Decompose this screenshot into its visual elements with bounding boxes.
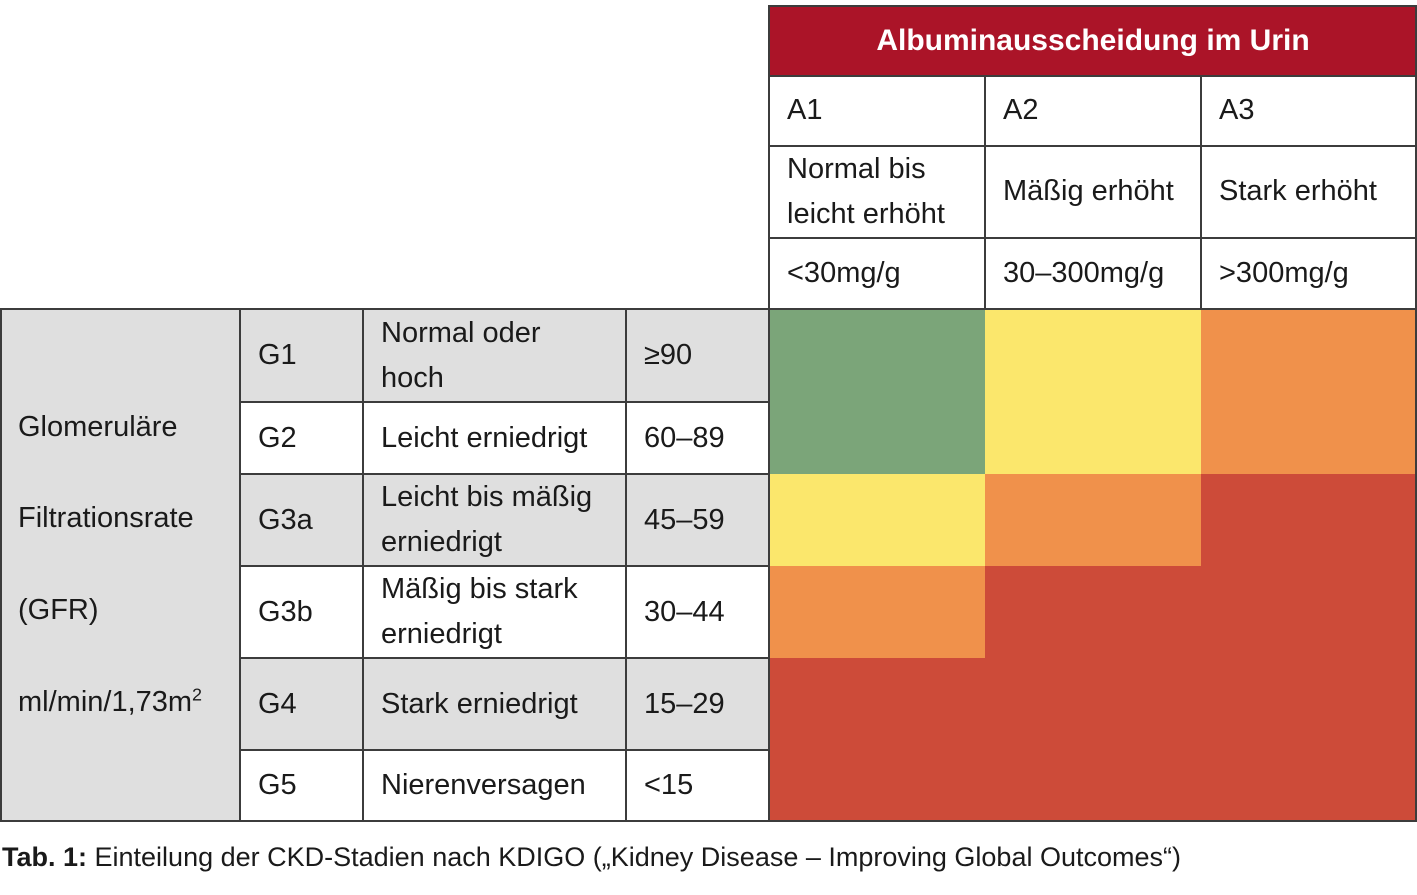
caption-text: Einteilung der CKD-Stadien nach KDIGO („… [87,842,1181,872]
gfr-description-g4: Stark erniedrigt [363,658,626,750]
albumin-description-a3: Stark erhöht [1201,146,1417,238]
risk-cell-g5-a2 [985,750,1201,821]
risk-cell-g2-a2 [985,402,1201,474]
risk-cell-g1-a2 [985,309,1201,402]
gfr-range-g1: ≥90 [626,309,769,402]
albumin-range-a3: >300mg/g [1201,238,1417,309]
table-caption: Tab. 1: Einteilung der CKD-Stadien nach … [2,842,1181,873]
caption-label: Tab. 1: [2,842,88,872]
risk-cell-g2-a1 [769,402,985,474]
albumin-code-a1: A1 [769,76,985,146]
gfr-description-g5: Nierenversagen [363,750,626,821]
risk-cell-g4-a3 [1201,658,1417,750]
risk-cell-g5-a1 [769,750,985,821]
gfr-stage-g3a: G3a [240,474,363,566]
gfr-unit-exponent: 2 [192,683,203,704]
gfr-stage-g4: G4 [240,658,363,750]
gfr-description-g3a: Leicht bis mäßig erniedrigt [363,474,626,566]
albumin-range-a1: <30mg/g [769,238,985,309]
risk-cell-g1-a3 [1201,309,1417,402]
risk-cell-g3a-a1 [769,474,985,566]
gfr-description-g3b: Mäßig bis stark erniedrigt [363,566,626,658]
albumin-header: Albuminausscheidung im Urin [769,5,1417,76]
gfr-range-g5: <15 [626,750,769,821]
gfr-stage-g3b: G3b [240,566,363,658]
albumin-code-a3: A3 [1201,76,1417,146]
gfr-range-g2: 60–89 [626,402,769,474]
gfr-stage-g1: G1 [240,309,363,402]
risk-cell-g2-a3 [1201,402,1417,474]
risk-cell-g3b-a3 [1201,566,1417,658]
risk-cell-g4-a2 [985,658,1201,750]
risk-cell-g5-a3 [1201,750,1417,821]
gfr-description-g1: Normal oder hoch [363,309,626,402]
gfr-stage-g2: G2 [240,402,363,474]
gfr-label-line-2: Filtrationsrate [18,502,194,535]
risk-cell-g1-a1 [769,309,985,402]
gfr-label-line-3: (GFR) [18,593,99,626]
gfr-range-g3a: 45–59 [626,474,769,566]
gfr-range-g3b: 30–44 [626,566,769,658]
risk-cell-g3b-a2 [985,566,1201,658]
gfr-description-g2: Leicht erniedrigt [363,402,626,474]
gfr-stage-g5: G5 [240,750,363,821]
gfr-unit: ml/min/1,73m2 [18,680,202,726]
gfr-unit-base: ml/min/1,73m [18,685,193,718]
risk-cell-g3a-a3 [1201,474,1417,566]
risk-cell-g4-a1 [769,658,985,750]
gfr-label: Glomeruläre Filtrationsrate (GFR) ml/min… [0,309,240,821]
risk-cell-g3a-a2 [985,474,1201,566]
albumin-description-a2: Mäßig erhöht [985,146,1201,238]
risk-cell-g3b-a1 [769,566,985,658]
albumin-range-a2: 30–300mg/g [985,238,1201,309]
albumin-code-a2: A2 [985,76,1201,146]
albumin-description-a1: Normal bis leicht erhöht [769,146,985,238]
gfr-range-g4: 15–29 [626,658,769,750]
gfr-label-line-1: Glomeruläre [18,410,178,443]
